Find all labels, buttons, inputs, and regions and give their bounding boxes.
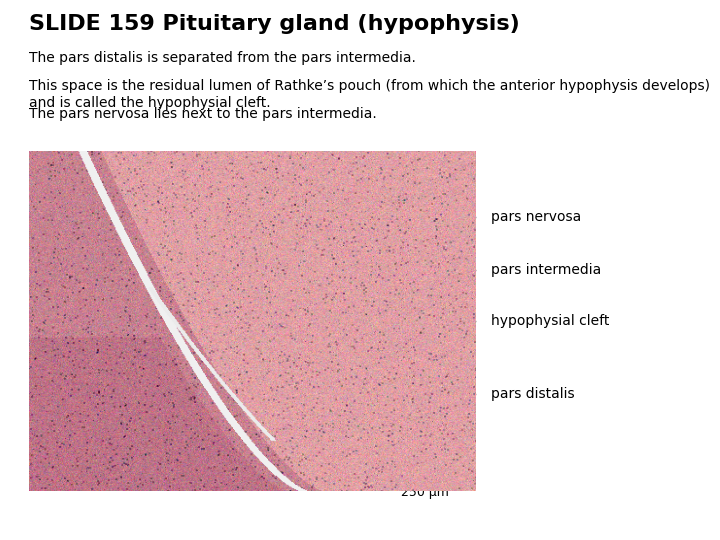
Text: The pars distalis is separated from the pars intermedia.: The pars distalis is separated from the …	[29, 51, 415, 65]
Text: pars nervosa: pars nervosa	[491, 210, 581, 224]
Text: This space is the residual lumen of Rathke’s pouch (from which the anterior hypo: This space is the residual lumen of Rath…	[29, 79, 710, 110]
Text: pars distalis: pars distalis	[491, 387, 575, 401]
Text: pars intermedia: pars intermedia	[491, 263, 601, 277]
Text: SLIDE 159 Pituitary gland (hypophysis): SLIDE 159 Pituitary gland (hypophysis)	[29, 14, 520, 33]
Text: hypophysial cleft: hypophysial cleft	[491, 314, 609, 328]
Text: The pars nervosa lies next to the pars intermedia.: The pars nervosa lies next to the pars i…	[29, 107, 377, 122]
Text: 250 μm: 250 μm	[401, 486, 449, 499]
